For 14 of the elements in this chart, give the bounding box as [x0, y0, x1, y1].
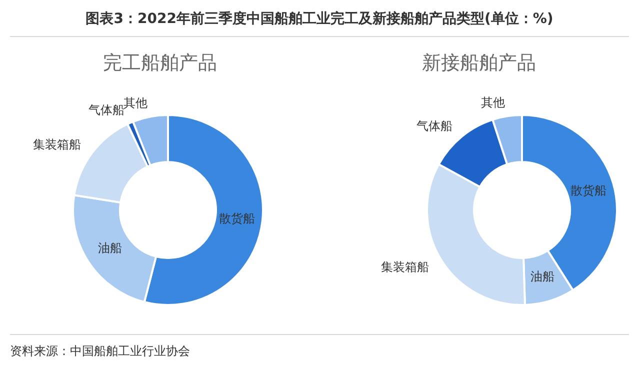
slice-label: 其他	[480, 95, 505, 110]
slice-label: 气体船	[88, 102, 125, 117]
slice-label: 气体船	[416, 119, 453, 134]
slice-label: 散货船	[570, 184, 607, 198]
slice-label: 油船	[98, 241, 122, 256]
slice-label: 油船	[530, 269, 554, 284]
slice-label: 集装箱船	[381, 260, 430, 274]
chart-subtitle: 完工船舶产品	[102, 51, 218, 76]
text: 图表3：2022年前三季度中国船舶工业完工及新接船舶产品类型(单位：%)	[84, 10, 554, 28]
slice-label: 其他	[124, 96, 148, 110]
slice-label: 集装箱船	[32, 138, 81, 152]
slice-label: 散货船	[218, 212, 255, 226]
text: 资料来源：中国船舶工业行业协会	[10, 343, 190, 360]
chart-subtitle: 新接船舶产品	[421, 51, 537, 76]
